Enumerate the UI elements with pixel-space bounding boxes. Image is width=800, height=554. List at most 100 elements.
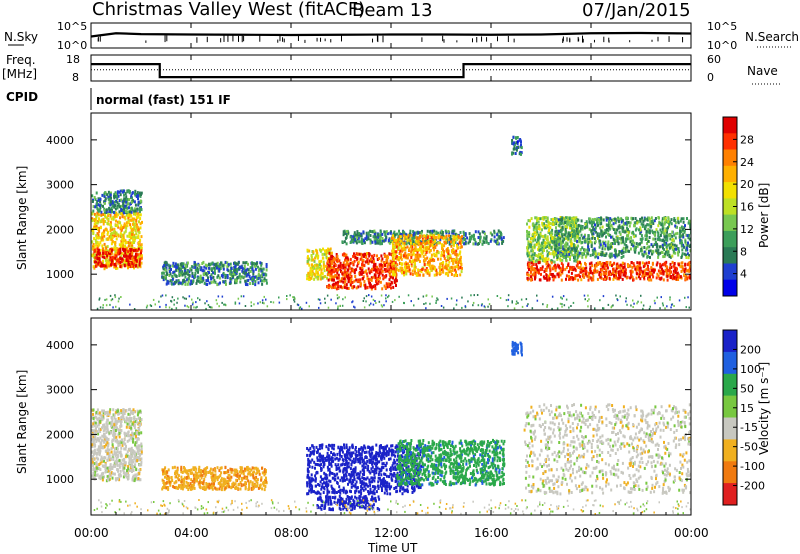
heatmap-cell xyxy=(129,218,132,222)
heatmap-cell xyxy=(589,271,592,274)
heatmap-cell xyxy=(102,251,105,255)
heatmap-cell xyxy=(447,256,450,260)
nave-tick-bottom: 0 xyxy=(707,71,714,84)
heatmap-cell xyxy=(111,233,114,237)
heatmap-cell xyxy=(557,248,560,252)
heatmap-cell xyxy=(437,236,440,240)
heatmap-cell xyxy=(563,233,566,237)
heatmap-cell xyxy=(115,199,117,203)
heatmap-cell xyxy=(567,247,570,251)
heatmap-cell xyxy=(184,282,187,286)
heatmap-cell xyxy=(201,269,204,273)
heatmap-cell xyxy=(605,264,608,268)
heatmap-cell xyxy=(659,269,662,273)
heatmap-cell xyxy=(526,229,528,233)
heatmap-cell xyxy=(134,248,137,252)
heatmap-cell xyxy=(128,190,131,193)
heatmap-cell xyxy=(246,283,249,287)
heatmap-cell xyxy=(662,272,665,276)
heatmap-cell xyxy=(493,229,496,233)
heatmap-cell xyxy=(95,241,98,244)
heatmap-cell xyxy=(240,265,243,269)
heatmap-cell xyxy=(619,217,622,221)
heatmap-cell xyxy=(209,263,212,267)
heatmap-cell xyxy=(566,235,569,239)
heatmap-cell xyxy=(135,224,138,228)
heatmap-cell xyxy=(665,271,668,275)
heatmap-cell xyxy=(656,272,659,276)
heatmap-cell xyxy=(92,243,95,246)
heatmap-cell xyxy=(567,270,570,274)
heatmap-cell xyxy=(137,245,140,249)
heatmap-cell xyxy=(100,210,103,214)
heatmap-cell xyxy=(656,261,659,265)
heatmap-cell xyxy=(447,252,450,256)
heatmap-cell xyxy=(661,267,663,271)
heatmap-cell xyxy=(554,219,557,223)
heatmap-cell xyxy=(124,206,127,210)
heatmap-cell xyxy=(418,231,421,235)
heatmap-cell xyxy=(120,239,123,243)
heatmap-cell xyxy=(380,267,383,271)
heatmap-cell xyxy=(172,271,175,275)
heatmap-cell xyxy=(164,277,167,281)
heatmap-cell xyxy=(569,233,571,237)
heatmap-cell xyxy=(553,255,555,259)
heatmap-cell xyxy=(548,277,551,281)
heatmap-cell xyxy=(260,279,263,283)
heatmap-cell xyxy=(327,286,330,290)
heatmap-cell xyxy=(342,280,345,284)
heatmap-cell xyxy=(666,274,669,278)
heatmap-cell xyxy=(343,240,346,244)
heatmap-cell xyxy=(555,247,558,251)
heatmap-cell xyxy=(530,261,533,265)
heatmap-cell xyxy=(136,215,139,219)
heatmap-cell xyxy=(689,223,691,227)
heatmap-cell xyxy=(689,268,691,272)
heatmap-cell xyxy=(320,268,323,272)
heatmap-cell xyxy=(602,272,605,276)
heatmap-cell xyxy=(391,260,394,264)
heatmap-cell xyxy=(607,232,610,236)
heatmap-cell xyxy=(679,275,682,279)
heatmap-cell xyxy=(457,260,460,264)
heatmap-cell xyxy=(541,255,544,258)
heatmap-cell xyxy=(122,262,125,266)
heatmap-cell xyxy=(604,264,607,268)
heatmap-cell xyxy=(330,269,333,273)
heatmap-cell xyxy=(114,195,117,198)
heatmap-cell xyxy=(238,265,241,269)
heatmap-cell xyxy=(448,242,451,246)
heatmap-cell xyxy=(449,270,452,273)
heatmap-cell xyxy=(328,283,330,287)
heatmap-cell xyxy=(419,269,422,273)
heatmap-cell xyxy=(91,219,94,223)
heatmap-cell xyxy=(222,280,225,284)
heatmap-cell xyxy=(445,267,448,271)
heatmap-cell xyxy=(554,268,557,272)
heatmap-cell xyxy=(562,245,565,249)
heatmap-cell xyxy=(355,278,358,282)
heatmap-cell xyxy=(534,268,537,272)
heatmap-cell xyxy=(603,254,606,257)
heatmap-cell xyxy=(223,263,226,267)
heatmap-cell xyxy=(621,261,624,265)
heatmap-cell xyxy=(379,242,382,246)
heatmap-cell xyxy=(667,219,670,223)
heatmap-cell xyxy=(450,238,453,241)
heatmap-cell xyxy=(353,254,356,258)
heatmap-cell xyxy=(352,237,355,241)
heatmap-cell xyxy=(389,262,392,266)
heatmap-cell xyxy=(109,221,112,225)
heatmap-cell xyxy=(307,258,310,262)
heatmap-cell xyxy=(357,260,360,264)
heatmap-cell xyxy=(323,252,326,256)
heatmap-cell xyxy=(385,274,388,278)
heatmap-cell xyxy=(123,215,126,219)
heatmap-cell xyxy=(568,252,571,256)
heatmap-cell xyxy=(605,223,608,227)
heatmap-cell xyxy=(131,229,134,233)
heatmap-cell xyxy=(336,283,339,287)
heatmap-cell xyxy=(561,218,563,222)
heatmap-cell xyxy=(110,231,113,235)
